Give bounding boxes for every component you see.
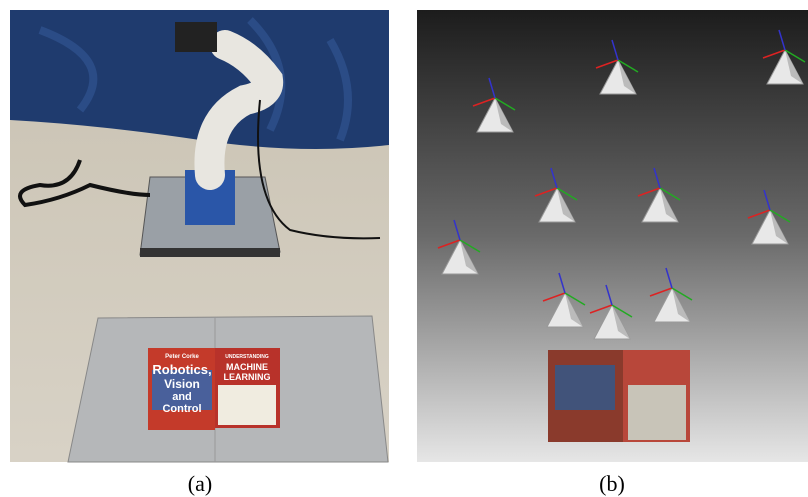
book-text: Robotics, xyxy=(152,362,211,377)
photo-a: Peter Corke Robotics, Vision and Control… xyxy=(10,10,389,462)
book-text: UNDERSTANDING xyxy=(225,354,269,360)
book-text: MACHINE xyxy=(226,362,268,372)
book-text: Peter Corke xyxy=(165,354,199,360)
caption: (b) xyxy=(599,471,625,496)
book-text: LEARNING xyxy=(224,372,271,382)
figure: Peter Corke Robotics, Vision and Control… xyxy=(0,0,808,497)
caption: (a) xyxy=(188,471,212,496)
render-b xyxy=(417,10,808,462)
book-text: Control xyxy=(162,403,201,415)
book-text: Vision xyxy=(164,377,200,391)
book-text: and xyxy=(172,391,192,403)
